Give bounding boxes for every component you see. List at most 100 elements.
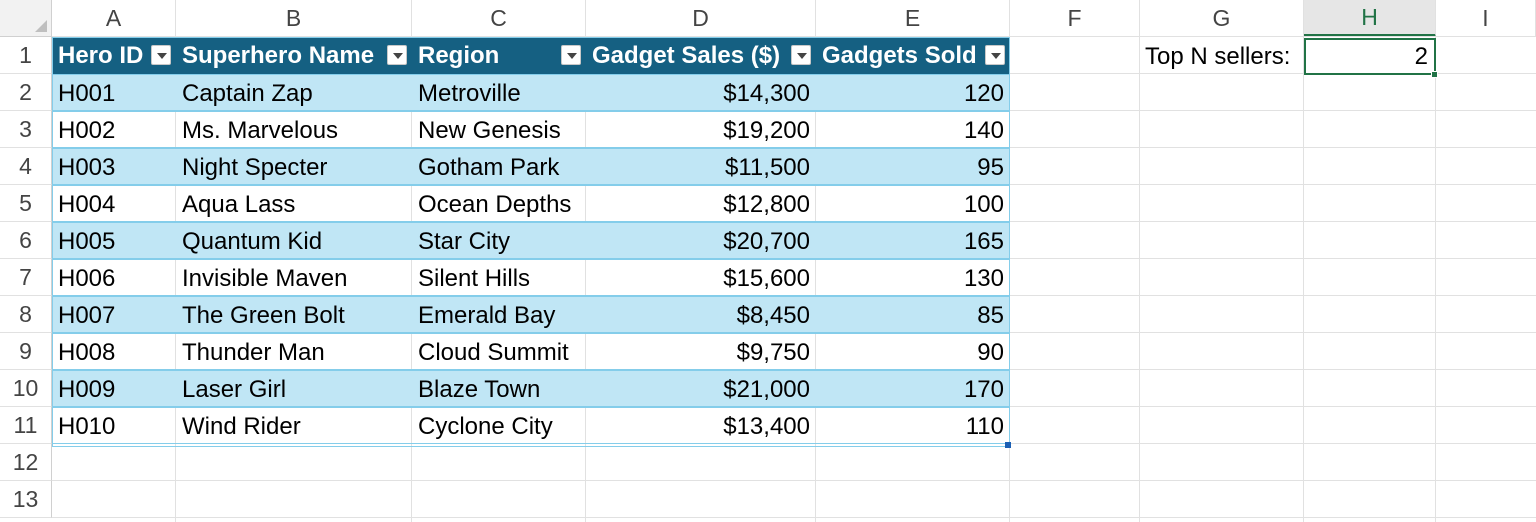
row-header-3[interactable]: 3 xyxy=(0,111,52,148)
row-header-6[interactable]: 6 xyxy=(0,222,52,259)
filter-dropdown-icon xyxy=(157,53,167,59)
column-header-i[interactable]: I xyxy=(1436,0,1536,37)
table-cell[interactable]: Night Specter xyxy=(176,148,412,185)
grid-vertical-line xyxy=(1303,37,1304,522)
table-cell[interactable]: Captain Zap xyxy=(176,74,412,111)
table-header-label: Gadgets Sold xyxy=(822,42,977,69)
grid-vertical-line xyxy=(815,37,816,522)
fill-handle-icon[interactable] xyxy=(1431,71,1438,78)
row-header-5[interactable]: 5 xyxy=(0,185,52,222)
table-cell[interactable]: H006 xyxy=(52,259,176,296)
table-cell[interactable]: H005 xyxy=(52,222,176,259)
column-header-g[interactable]: G xyxy=(1140,0,1304,37)
table-cell[interactable]: H001 xyxy=(52,74,176,111)
row-header-11[interactable]: 11 xyxy=(0,407,52,444)
table-header-label: Gadget Sales ($) xyxy=(592,42,781,69)
table-cell[interactable]: Aqua Lass xyxy=(176,185,412,222)
table-cell[interactable]: $15,600 xyxy=(586,259,816,296)
table-cell[interactable]: $14,300 xyxy=(586,74,816,111)
table-cell[interactable]: $9,750 xyxy=(586,333,816,370)
table-cell[interactable]: 100 xyxy=(816,185,1010,222)
filter-dropdown-button[interactable] xyxy=(561,45,581,65)
filter-dropdown-icon xyxy=(393,53,403,59)
table-cell[interactable]: 165 xyxy=(816,222,1010,259)
table-resize-handle-icon[interactable] xyxy=(1005,442,1011,448)
select-all-corner[interactable] xyxy=(0,0,52,37)
top-n-sellers-input-cell[interactable]: 2 xyxy=(1304,38,1436,75)
filter-dropdown-button[interactable] xyxy=(387,45,407,65)
table-header-cell[interactable]: Gadgets Sold xyxy=(816,37,1010,74)
table-cell[interactable]: The Green Bolt xyxy=(176,296,412,333)
table-cell[interactable]: $11,500 xyxy=(586,148,816,185)
row-header-10[interactable]: 10 xyxy=(0,370,52,407)
table-cell[interactable]: New Genesis xyxy=(412,111,586,148)
table-cell[interactable]: $12,800 xyxy=(586,185,816,222)
table-header-cell[interactable]: Hero ID xyxy=(52,37,176,74)
column-header-c[interactable]: C xyxy=(412,0,586,37)
table-cell[interactable]: H002 xyxy=(52,111,176,148)
table-cell[interactable]: Metroville xyxy=(412,74,586,111)
table-cell[interactable]: Ocean Depths xyxy=(412,185,586,222)
filter-dropdown-icon xyxy=(797,53,807,59)
column-header-b[interactable]: B xyxy=(176,0,412,37)
table-cell[interactable]: H003 xyxy=(52,148,176,185)
top-n-sellers-label: Top N sellers: xyxy=(1145,43,1291,70)
row-header-2[interactable]: 2 xyxy=(0,74,52,111)
table-cell[interactable]: Invisible Maven xyxy=(176,259,412,296)
table-cell[interactable]: H008 xyxy=(52,333,176,370)
table-cell[interactable]: Thunder Man xyxy=(176,333,412,370)
table-cell[interactable]: 85 xyxy=(816,296,1010,333)
table-cell[interactable]: H010 xyxy=(52,407,176,444)
table-cell[interactable]: Cyclone City xyxy=(412,407,586,444)
table-cell[interactable]: 110 xyxy=(816,407,1010,444)
column-header-a[interactable]: A xyxy=(52,0,176,37)
row-header-7[interactable]: 7 xyxy=(0,259,52,296)
table-cell[interactable]: Laser Girl xyxy=(176,370,412,407)
table-cell[interactable]: H007 xyxy=(52,296,176,333)
table-cell[interactable]: 90 xyxy=(816,333,1010,370)
table-cell[interactable]: Gotham Park xyxy=(412,148,586,185)
table-cell[interactable]: Quantum Kid xyxy=(176,222,412,259)
table-header-cell[interactable]: Gadget Sales ($) xyxy=(586,37,816,74)
table-cell[interactable]: Wind Rider xyxy=(176,407,412,444)
table-cell[interactable]: Ms. Marvelous xyxy=(176,111,412,148)
table-cell[interactable]: 140 xyxy=(816,111,1010,148)
select-all-corner-icon xyxy=(35,20,47,32)
table-cell[interactable]: $13,400 xyxy=(586,407,816,444)
row-header-1[interactable]: 1 xyxy=(0,37,52,74)
table-cell[interactable]: $20,700 xyxy=(586,222,816,259)
column-header-d[interactable]: D xyxy=(586,0,816,37)
column-header-h[interactable]: H xyxy=(1304,0,1436,37)
table-cell[interactable]: Emerald Bay xyxy=(412,296,586,333)
table-cell[interactable]: $8,450 xyxy=(586,296,816,333)
table-cell[interactable]: 170 xyxy=(816,370,1010,407)
filter-dropdown-button[interactable] xyxy=(791,45,811,65)
table-cell[interactable]: $19,200 xyxy=(586,111,816,148)
table-cell[interactable]: Blaze Town xyxy=(412,370,586,407)
filter-dropdown-icon xyxy=(991,53,1001,59)
grid-horizontal-line xyxy=(52,36,1536,37)
table-cell[interactable]: 120 xyxy=(816,74,1010,111)
table-cell[interactable]: H009 xyxy=(52,370,176,407)
table-header-label: Region xyxy=(418,42,500,69)
table-cell[interactable]: H004 xyxy=(52,185,176,222)
table-cell[interactable]: Silent Hills xyxy=(412,259,586,296)
column-header-f[interactable]: F xyxy=(1010,0,1140,37)
column-header-e[interactable]: E xyxy=(816,0,1010,37)
filter-dropdown-button[interactable] xyxy=(985,45,1005,65)
table-cell[interactable]: $21,000 xyxy=(586,370,816,407)
row-header-12[interactable]: 12 xyxy=(0,444,52,481)
row-header-4[interactable]: 4 xyxy=(0,148,52,185)
row-header-8[interactable]: 8 xyxy=(0,296,52,333)
table-header-cell[interactable]: Superhero Name xyxy=(176,37,412,74)
row-header-13[interactable]: 13 xyxy=(0,481,52,518)
row-header-9[interactable]: 9 xyxy=(0,333,52,370)
table-cell[interactable]: 95 xyxy=(816,148,1010,185)
filter-dropdown-button[interactable] xyxy=(151,45,171,65)
table-header-cell[interactable]: Region xyxy=(412,37,586,74)
table-cell[interactable]: Star City xyxy=(412,222,586,259)
table-cell[interactable]: Cloud Summit xyxy=(412,333,586,370)
table-cell[interactable]: 130 xyxy=(816,259,1010,296)
grid-horizontal-line xyxy=(52,480,1536,481)
